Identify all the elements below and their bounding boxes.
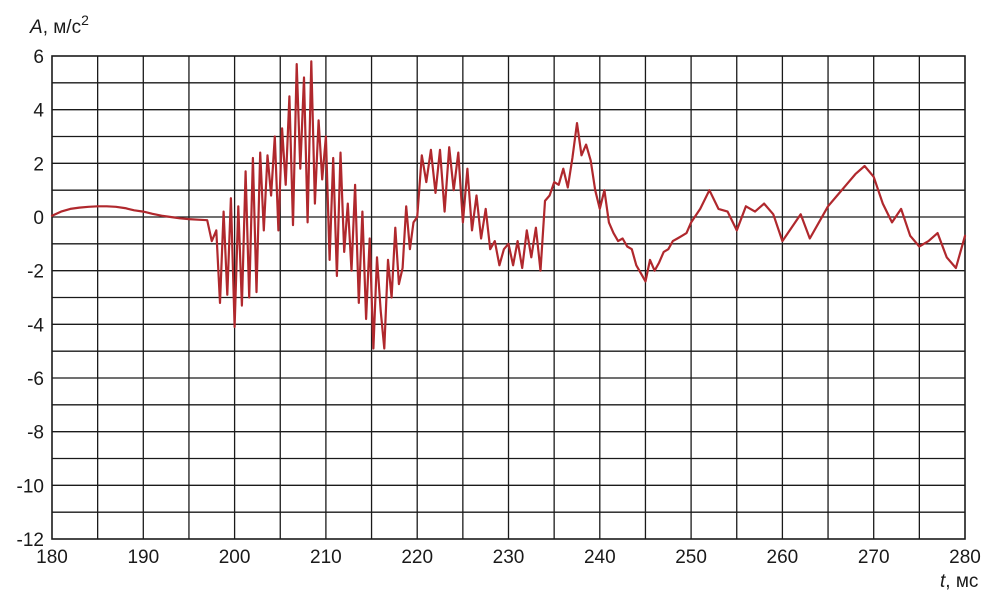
x-axis-label: t, мс	[940, 571, 978, 592]
y-tick-label: 0	[33, 208, 44, 229]
y-tick-label: 2	[33, 154, 44, 175]
y-axis-label: A, м/с2	[29, 12, 89, 38]
y-tick-label: -10	[17, 476, 44, 497]
x-tick-label: 180	[36, 547, 68, 568]
x-tick-label: 280	[949, 547, 981, 568]
x-tick-label: 190	[127, 547, 159, 568]
y-tick-label: -12	[17, 530, 44, 551]
x-tick-label: 200	[219, 547, 251, 568]
x-tick-labels: 180 190 200 210 220 230 240 250 260 270 280	[36, 547, 981, 568]
x-tick-label: 210	[310, 547, 342, 568]
x-tick-label: 260	[767, 547, 799, 568]
y-tick-label: 4	[33, 101, 44, 122]
plot-frame	[51, 55, 966, 540]
y-tick-label: -8	[27, 423, 44, 444]
y-tick-label: -2	[27, 262, 44, 283]
x-tick-label: 250	[675, 547, 707, 568]
series-line	[50, 60, 967, 350]
x-tick-label: 240	[584, 547, 616, 568]
y-tick-label: -6	[27, 369, 44, 390]
grid-lines	[52, 56, 965, 539]
x-tick-label: 230	[493, 547, 525, 568]
x-tick-label: 270	[858, 547, 890, 568]
y-tick-label: 6	[33, 47, 44, 68]
y-tick-labels: 6 4 2 0 -2 -4 -6 -8 -10 -12	[17, 47, 45, 551]
x-tick-label: 220	[401, 547, 433, 568]
y-tick-label: -4	[27, 315, 44, 336]
series-group	[50, 60, 967, 350]
